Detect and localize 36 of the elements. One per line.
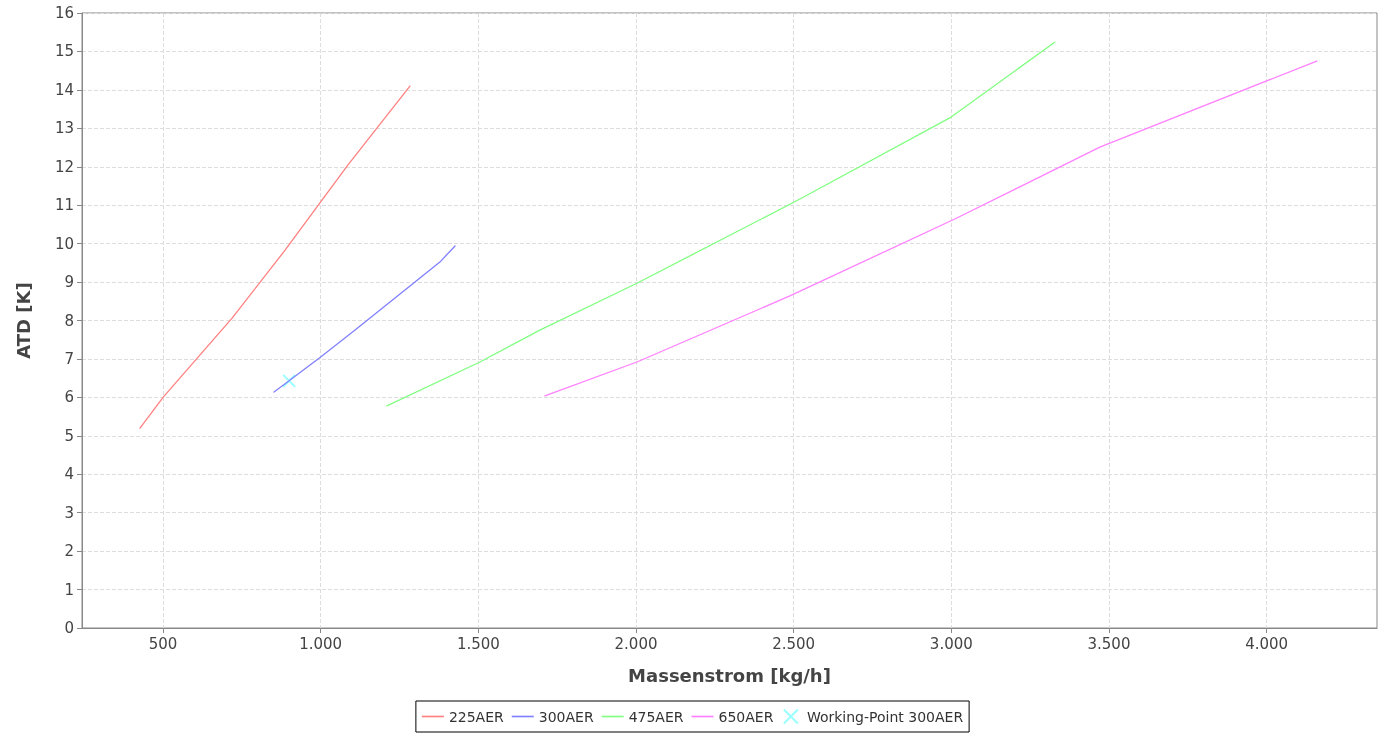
y-tick-label: 12 (54, 157, 74, 176)
line-series (544, 60, 1318, 397)
y-tick-label: 11 (54, 196, 74, 215)
legend-label: 225AER (448, 708, 505, 725)
y-tick-label: 14 (54, 80, 74, 99)
y-tick-label: 6 (64, 388, 74, 407)
x-tick-label: 3.000 (929, 634, 973, 653)
line-series (386, 41, 1056, 407)
x-tick-label: 1.500 (456, 634, 500, 653)
y-tick-label: 16 (54, 4, 74, 22)
x-tick-label: 500 (148, 634, 178, 653)
y-tick-label: 13 (54, 119, 74, 138)
legend-label: 300AER (538, 708, 594, 725)
y-tick-label: 9 (64, 273, 74, 292)
y-tick-label: 2 (64, 542, 74, 561)
x-tick-label: 2.000 (614, 634, 658, 653)
y-tick-label: 5 (64, 426, 74, 445)
legend-label: 475AER (628, 708, 684, 725)
y-tick-label: 10 (54, 234, 74, 253)
x-tick-label: 4.000 (1245, 634, 1289, 653)
legend-label: 650AER (718, 708, 774, 725)
y-tick-label: 7 (64, 349, 74, 368)
line-series (139, 85, 411, 429)
y-axis-title: ATD [K] (12, 282, 34, 359)
y-tick-label: 4 (64, 465, 74, 484)
y-tick-label: 8 (64, 311, 74, 330)
x-axis-title: Massenstrom [kg/h] (628, 664, 831, 686)
y-tick-label: 15 (54, 42, 74, 61)
x-tick-label: 2.500 (772, 634, 816, 653)
x-tick-label: 1.000 (299, 634, 343, 653)
y-tick-label: 3 (64, 503, 74, 522)
y-tick-label: 1 (64, 580, 74, 599)
y-tick-label: 0 (64, 619, 74, 637)
line-series (273, 245, 456, 393)
legend-label: Working-Point 300AER (806, 708, 964, 725)
x-tick-label: 3.500 (1087, 634, 1131, 653)
